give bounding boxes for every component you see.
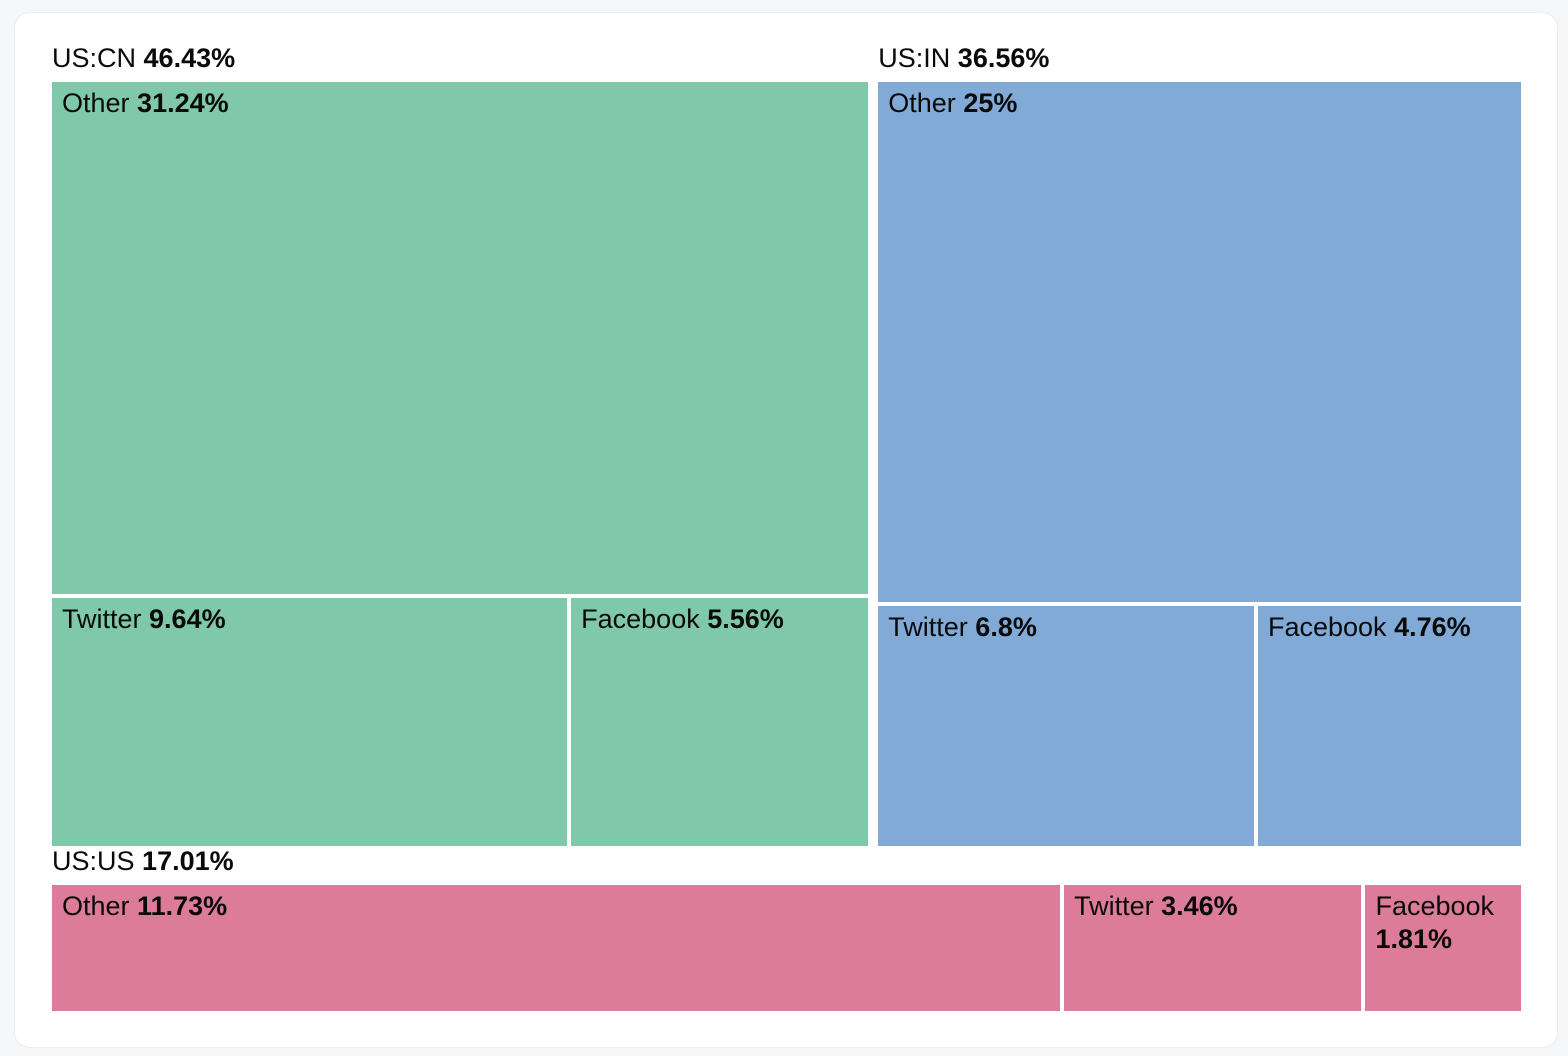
cell-us-us-facebook[interactable]: Facebook 1.81% (1365, 885, 1521, 1011)
group-label-us-cn: US:CN 46.43% (52, 43, 868, 74)
group-label-us-in: US:IN 36.56% (878, 43, 1521, 74)
cell-label: Facebook 1.81% (1365, 885, 1521, 961)
cell-us-in-facebook[interactable]: Facebook 4.76% (1257, 605, 1521, 847)
cell-us-cn-facebook[interactable]: Facebook 5.56% (571, 597, 869, 847)
cell-us-cn-other[interactable]: Other 31.24% (52, 82, 869, 594)
group-value: 46.43% (143, 43, 236, 73)
cell-label: Other 25% (878, 82, 1521, 125)
group-us-us: US:US 17.01% Other 11.73% Twitter 3.46% … (52, 846, 1521, 1011)
group-name: US:IN (878, 43, 951, 73)
group-rect-us-in: Other 25% Twitter 6.8% Facebook 4.76% (878, 82, 1521, 847)
cell-label: Twitter 9.64% (52, 598, 567, 641)
cell-us-us-twitter[interactable]: Twitter 3.46% (1064, 885, 1362, 1011)
group-name: US:CN (52, 43, 137, 73)
cell-us-in-other[interactable]: Other 25% (878, 82, 1521, 602)
cell-label: Other 31.24% (52, 82, 868, 125)
cell-label: Facebook 4.76% (1258, 606, 1521, 649)
cell-label: Twitter 6.8% (878, 606, 1254, 649)
cell-label: Other 11.73% (52, 885, 1060, 928)
cell-name: Twitter (62, 603, 142, 634)
group-label-us-us: US:US 17.01% (52, 846, 1521, 877)
group-us-cn: US:CN 46.43% Other 31.24% Twitter 9.64% … (52, 43, 869, 847)
cell-label: Facebook 5.56% (571, 598, 868, 641)
cell-value: 3.46% (1161, 891, 1238, 922)
cell-name: Twitter (1074, 891, 1154, 922)
cell-us-in-twitter[interactable]: Twitter 6.8% (878, 605, 1254, 847)
cell-name: Facebook (1375, 891, 1495, 922)
group-rect-us-us: Other 11.73% Twitter 3.46% Facebook 1.81… (52, 885, 1521, 1011)
cell-label: Twitter 3.46% (1064, 885, 1361, 928)
cell-name: Twitter (888, 611, 968, 642)
cell-name: Other (888, 88, 956, 119)
group-value: 36.56% (957, 43, 1050, 73)
cell-value: 11.73% (137, 891, 228, 922)
cell-row: Twitter 9.64% Facebook 5.56% (52, 597, 869, 847)
group-rect-us-cn: Other 31.24% Twitter 9.64% Facebook 5.56… (52, 82, 869, 847)
cell-us-us-other[interactable]: Other 11.73% (52, 885, 1061, 1011)
cell-value: 31.24% (137, 88, 229, 119)
group-us-in: US:IN 36.56% Other 25% Twitter 6.8% Face… (878, 43, 1521, 847)
cell-name: Other (62, 891, 130, 922)
cell-value: 4.76% (1394, 611, 1471, 642)
cell-value: 1.81% (1375, 924, 1453, 955)
treemap-top-row: US:CN 46.43% Other 31.24% Twitter 9.64% … (52, 43, 1521, 847)
cell-name: Facebook (1267, 611, 1387, 642)
cell-value: 9.64% (149, 603, 226, 634)
group-name: US:US (52, 846, 135, 877)
chart-card: US:CN 46.43% Other 31.24% Twitter 9.64% … (14, 12, 1558, 1048)
cell-value: 5.56% (707, 603, 784, 634)
cell-value: 25% (963, 88, 1018, 119)
treemap: US:CN 46.43% Other 31.24% Twitter 9.64% … (52, 43, 1521, 1011)
cell-name: Other (62, 88, 130, 119)
cell-value: 6.8% (975, 611, 1037, 642)
group-value: 17.01% (142, 846, 234, 877)
cell-us-cn-twitter[interactable]: Twitter 9.64% (52, 597, 568, 847)
treemap-bottom-row: US:US 17.01% Other 11.73% Twitter 3.46% … (52, 846, 1521, 1011)
cell-name: Facebook (581, 603, 700, 634)
cell-row: Twitter 6.8% Facebook 4.76% (878, 605, 1521, 847)
